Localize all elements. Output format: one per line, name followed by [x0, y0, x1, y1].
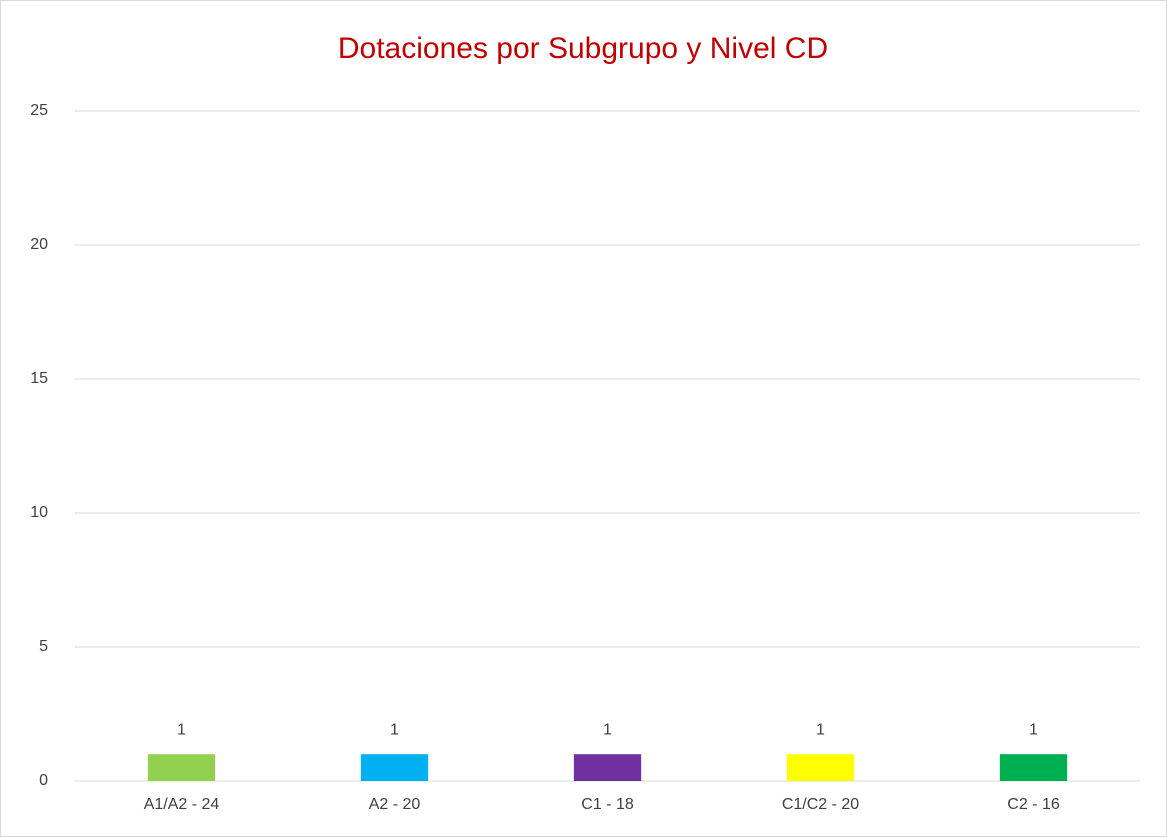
data-label: 1 [177, 721, 186, 738]
y-tick-label: 20 [30, 236, 48, 253]
data-label: 1 [816, 721, 825, 738]
bar [573, 754, 642, 781]
x-tick-label: C2 - 16 [1007, 796, 1060, 813]
data-label: 1 [603, 721, 612, 738]
y-tick-label: 5 [39, 638, 48, 655]
x-tick-label: C1 - 18 [581, 796, 634, 813]
bar [147, 754, 216, 781]
y-tick-label: 10 [30, 504, 48, 521]
x-tick-label: A1/A2 - 24 [144, 796, 220, 813]
y-tick-label: 15 [30, 370, 48, 387]
bar [999, 754, 1068, 781]
chart-title: Dotaciones por Subgrupo y Nivel CD [338, 32, 828, 65]
data-label: 1 [1029, 721, 1038, 738]
x-tick-label: C1/C2 - 20 [782, 796, 859, 813]
y-tick-label: 0 [39, 772, 48, 789]
data-label: 1 [390, 721, 399, 738]
y-tick-label: 25 [30, 102, 48, 119]
bar [360, 754, 429, 781]
x-tick-label: A2 - 20 [369, 796, 421, 813]
bar [786, 754, 855, 781]
